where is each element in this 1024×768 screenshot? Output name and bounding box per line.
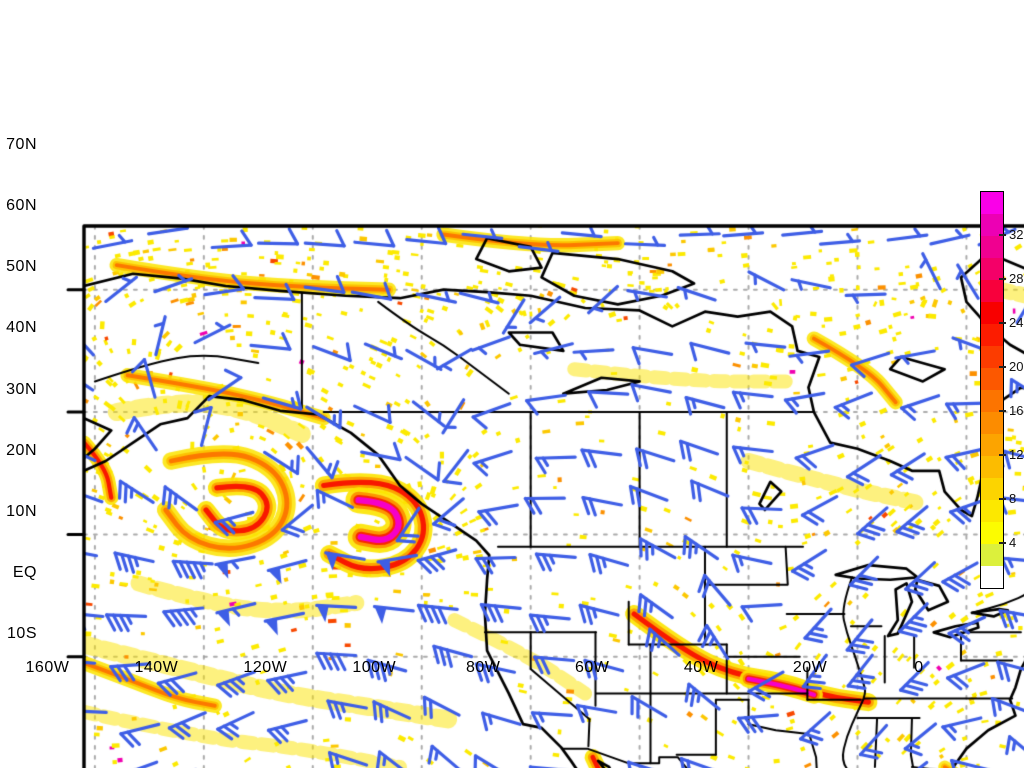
colorbar-tick-mark [999,410,1006,412]
colorbar-segment [981,478,1003,500]
lon-tick-label-160W: 160W [25,659,70,676]
colorbar-segment [981,522,1003,544]
colorbar-tick-label-28: 28 [1009,271,1024,286]
colorbar-tick-mark [999,366,1006,368]
colorbar-tick-label-4: 4 [1009,535,1017,550]
colorbar-tick-label-16: 16 [1009,403,1024,418]
colorbar-segment [981,544,1003,566]
colorbar-tick-mark [999,234,1006,236]
colorbar-segment [981,236,1003,258]
colorbar-segment [981,456,1003,478]
lat-tick-label-70N: 70N [6,135,37,153]
lon-tick-label-120W: 120W [243,659,288,676]
lon-tick-label-80W: 80W [466,659,501,676]
colorbar-tick-label-32: 32 [1009,227,1024,242]
lon-tick-label-40W: 40W [683,659,719,676]
lat-tick-label-10S: 10S [7,625,37,643]
colorbar-segment [981,192,1003,214]
colorbar-tick-mark [999,498,1006,500]
colorbar-tick-label-20: 20 [1009,359,1024,374]
colorbar-segment [981,258,1003,280]
lat-tick-label-30N: 30N [6,380,37,398]
colorbar-segment [981,368,1003,390]
colorbar-tick-label-24: 24 [1009,315,1024,330]
colorbar-segment [981,346,1003,368]
colorbar-segment [981,390,1003,412]
colorbar-segment [981,566,1003,588]
lat-tick-label-60N: 60N [6,197,37,215]
lat-tick-label-20N: 20N [6,441,37,459]
lon-tick-label-140W: 140W [134,659,179,676]
colorbar-segment [981,434,1003,456]
lon-tick-label-60W: 60W [574,659,610,676]
lon-tick-label-0: 0 [914,659,924,676]
lat-tick-label-50N: 50N [6,258,37,276]
lat-tick-label-EQ: EQ [12,564,37,582]
colorbar-segment [981,412,1003,434]
colorbar-tick-mark [999,278,1006,280]
lat-tick-label-40N: 40N [6,319,37,337]
lon-tick-label-100W: 100W [352,659,397,676]
colorbar-segment [981,280,1003,302]
colorbar-tick-label-8: 8 [1009,491,1017,506]
colorbar-segment [981,324,1003,346]
colorbar-segment [981,500,1003,522]
lat-tick-label-10N: 10N [6,503,37,521]
colorbar-segment [981,302,1003,324]
colorbar-tick-mark [999,322,1006,324]
vorticity-colorbar [980,191,1004,589]
colorbar-segment [981,214,1003,236]
colorbar-tick-label-12: 12 [1009,447,1024,462]
colorbar-tick-mark [999,454,1006,456]
lon-tick-label-20W: 20W [792,659,828,676]
colorbar-tick-mark [999,542,1006,544]
